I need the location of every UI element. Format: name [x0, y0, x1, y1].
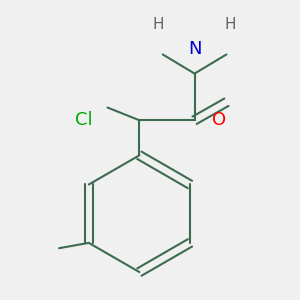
Text: O: O: [212, 111, 226, 129]
Text: Cl: Cl: [75, 111, 93, 129]
Text: H: H: [153, 17, 164, 32]
Text: H: H: [225, 17, 236, 32]
Text: N: N: [188, 40, 201, 58]
